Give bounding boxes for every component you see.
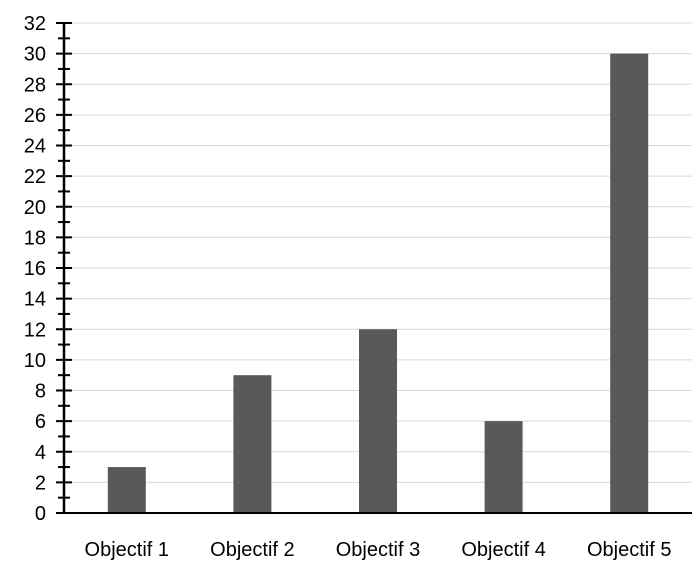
x-category-labels: Objectif 1 Objectif 2 Objectif 3 Objectif 4…	[85, 539, 672, 561]
x-category-label: Objectif 1	[85, 539, 169, 561]
y-tick-label: 6	[35, 411, 46, 433]
x-category-label: Objectif 3	[336, 539, 420, 561]
x-category-label: Objectif 4	[461, 539, 545, 561]
y-tick-label: 2	[35, 472, 46, 494]
y-tick-label: 32	[24, 13, 46, 35]
y-tick-label: 10	[24, 350, 46, 372]
bar-objectif-3	[359, 329, 397, 513]
bar-objectif-1	[107, 467, 146, 513]
y-tick-label: 26	[24, 105, 46, 127]
y-tick-label: 22	[24, 166, 46, 188]
bar-objectif-5	[610, 53, 649, 513]
y-tick-label: 30	[24, 44, 46, 66]
y-tick-label: 0	[35, 503, 46, 525]
y-tick-label: 8	[35, 381, 46, 403]
y-tick-label: 20	[24, 197, 46, 219]
y-tick-label: 16	[24, 258, 46, 280]
y-tick-label: 14	[24, 289, 46, 311]
bars	[107, 53, 649, 513]
y-tick-label: 4	[35, 442, 46, 464]
y-tick-label: 28	[24, 74, 46, 96]
bar-objectif-4	[484, 421, 523, 513]
y-tick-label: 18	[24, 227, 46, 249]
axes	[56, 22, 692, 514]
x-category-label: Objectif 2	[210, 539, 294, 561]
bar-objectif-2	[233, 375, 272, 513]
y-tick-label: 24	[24, 136, 46, 158]
x-category-label: Objectif 5	[587, 539, 671, 561]
y-tick-label: 12	[24, 319, 46, 341]
